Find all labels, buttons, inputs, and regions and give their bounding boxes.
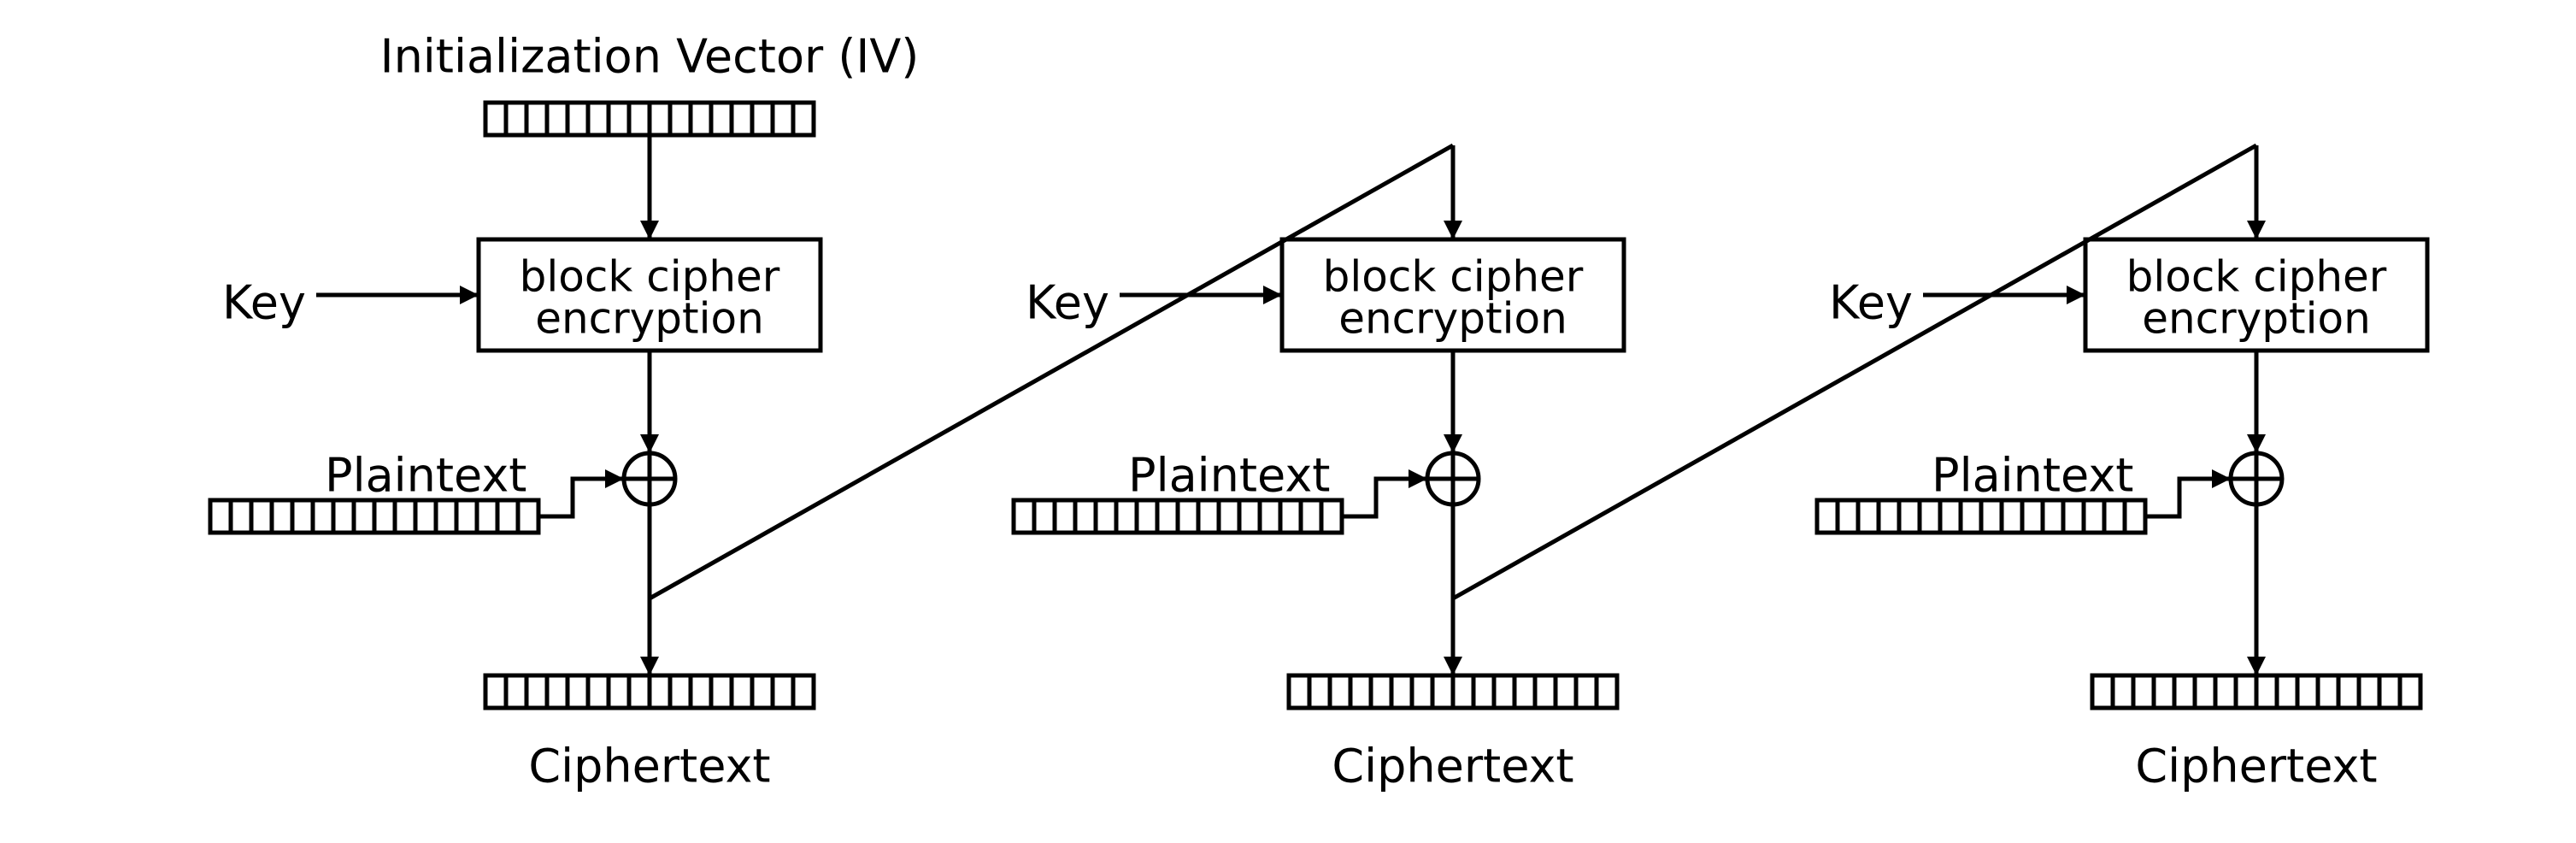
cipher-box-1: block cipherencryption [1282,239,1624,351]
plaintext-block-0 [210,500,538,533]
cipher-box-line2: encryption [535,294,764,344]
cipher-box-line2: encryption [2142,294,2371,344]
key-label-2: Key [1829,276,1913,330]
iv-block [485,103,814,135]
key-arrow-0-head [460,286,479,304]
ciphertext-block-1 [1289,675,1617,708]
plaintext-to-xor-arrow-0-head [605,469,624,488]
xor-node-0 [624,453,675,504]
iv-title: Initialization Vector (IV) [380,30,920,84]
ciphertext-label-1: Ciphertext [1332,740,1573,793]
xor-to-ciphertext-arrow-1-head [1444,657,1462,675]
plaintext-to-xor-arrow-1-head [1409,469,1427,488]
cipher-box-line2: encryption [1338,294,1567,344]
iv-to-box-arrow-head [640,221,659,239]
key-label-0: Key [222,276,306,330]
plaintext-label-2: Plaintext [1932,449,2133,503]
feedforward-into-box-arrow-1-head [2247,221,2266,239]
xor-node-1 [1427,453,1479,504]
plaintext-label-1: Plaintext [1128,449,1330,503]
xor-to-ciphertext-arrow-0-head [640,657,659,675]
box-to-xor-arrow-2-head [2247,434,2266,453]
box-to-xor-arrow-0-head [640,434,659,453]
key-arrow-2-head [2067,286,2085,304]
xor-node-2 [2231,453,2282,504]
ciphertext-label-2: Ciphertext [2135,740,2377,793]
ciphertext-block-0 [485,675,814,708]
ciphertext-block-2 [2092,675,2420,708]
cipher-box-0: block cipherencryption [479,239,820,351]
box-to-xor-arrow-1-head [1444,434,1462,453]
cipher-box-2: block cipherencryption [2085,239,2427,351]
xor-to-ciphertext-arrow-2-head [2247,657,2266,675]
plaintext-block-2 [1817,500,2145,533]
plaintext-to-xor-arrow-2-head [2212,469,2231,488]
key-label-1: Key [1026,276,1109,330]
plaintext-label-0: Plaintext [325,449,526,503]
key-arrow-1-head [1263,286,1282,304]
feedforward-into-box-arrow-0-head [1444,221,1462,239]
ciphertext-label-0: Ciphertext [528,740,770,793]
plaintext-block-1 [1014,500,1342,533]
